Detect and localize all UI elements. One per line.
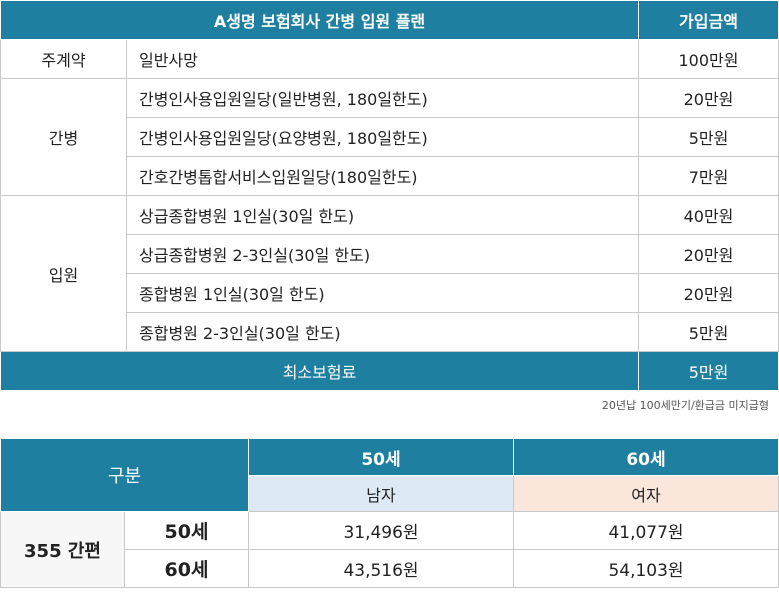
table-row: 상급종합병원 2-3인실(30일 한도) 20만원 <box>1 234 779 274</box>
item-label: 간병인사용입원일당(일반병원, 180일한도) <box>126 78 639 118</box>
table-row: 355 간편 50세 31,496원 41,077원 <box>0 511 779 588</box>
item-label: 일반사망 <box>126 39 639 79</box>
item-amount: 40만원 <box>638 195 779 235</box>
plan-note: 20년납 100세만기/환급금 미지급형 <box>601 399 769 412</box>
age-label: 60세 <box>124 549 249 588</box>
row-group-label: 355 간편 <box>0 511 125 588</box>
category-care: 간병 <box>0 78 127 196</box>
premium-value: 43,516원 <box>248 549 514 588</box>
item-label: 상급종합병원 2-3인실(30일 한도) <box>126 234 639 274</box>
item-label: 간병인사용입원일당(요양병원, 180일한도) <box>126 117 639 157</box>
table-row: 입원 상급종합병원 1인실(30일 한도) 40만원 <box>0 195 779 352</box>
item-label: 간호간병톱합서비스입원일당(180일한도) <box>126 156 639 196</box>
col-60: 60세 <box>513 438 779 476</box>
min-premium-label: 최소보험료 <box>0 351 639 391</box>
item-amount: 5만원 <box>638 312 779 352</box>
premium-corner: 구분 <box>0 438 249 512</box>
item-amount: 20만원 <box>638 234 779 274</box>
table-row: 60세 43,516원 54,103원 <box>1 549 779 588</box>
premium-value: 54,103원 <box>513 549 779 588</box>
category-hospital: 입원 <box>0 195 127 352</box>
table-footer: 최소보험료 5만원 <box>0 351 779 391</box>
table-row: 종합병원 1인실(30일 한도) 20만원 <box>1 273 779 313</box>
premium-value: 31,496원 <box>248 511 514 550</box>
col-50: 50세 <box>248 438 514 476</box>
plan-title: A생명 보험회사 간병 입원 플랜 <box>0 0 639 40</box>
table-row: 간호간병톱합서비스입원일당(180일한도) 7만원 <box>1 156 779 196</box>
item-amount: 20만원 <box>638 273 779 313</box>
item-label: 상급종합병원 1인실(30일 한도) <box>126 195 639 235</box>
item-label: 종합병원 1인실(30일 한도) <box>126 273 639 313</box>
premium-value: 41,077원 <box>513 511 779 550</box>
category-main: 주계약 <box>0 39 127 79</box>
plan-table: A생명 보험회사 간병 입원 플랜 가입금액 주계약 일반사망 100만원 간병… <box>0 0 779 391</box>
table-row: 종합병원 2-3인실(30일 한도) 5만원 <box>1 312 779 352</box>
premium-table: 구분 50세 60세 남자 여자 355 간편 50세 31,496원 41,0… <box>0 438 779 588</box>
table-row: 간병 간병인사용입원일당(일반병원, 180일한도) 20만원 <box>0 78 779 196</box>
table-row: 주계약 일반사망 100만원 <box>0 39 779 79</box>
amount-header: 가입금액 <box>638 0 779 40</box>
table-row: 간병인사용입원일당(요양병원, 180일한도) 5만원 <box>1 117 779 157</box>
male-header: 남자 <box>248 475 514 512</box>
item-label: 종합병원 2-3인실(30일 한도) <box>126 312 639 352</box>
item-amount: 100만원 <box>638 39 779 79</box>
min-premium-amount: 5만원 <box>638 351 779 391</box>
item-amount: 20만원 <box>638 78 779 118</box>
item-amount: 7만원 <box>638 156 779 196</box>
female-header: 여자 <box>513 475 779 512</box>
age-label: 50세 <box>124 511 249 550</box>
item-amount: 5만원 <box>638 117 779 157</box>
